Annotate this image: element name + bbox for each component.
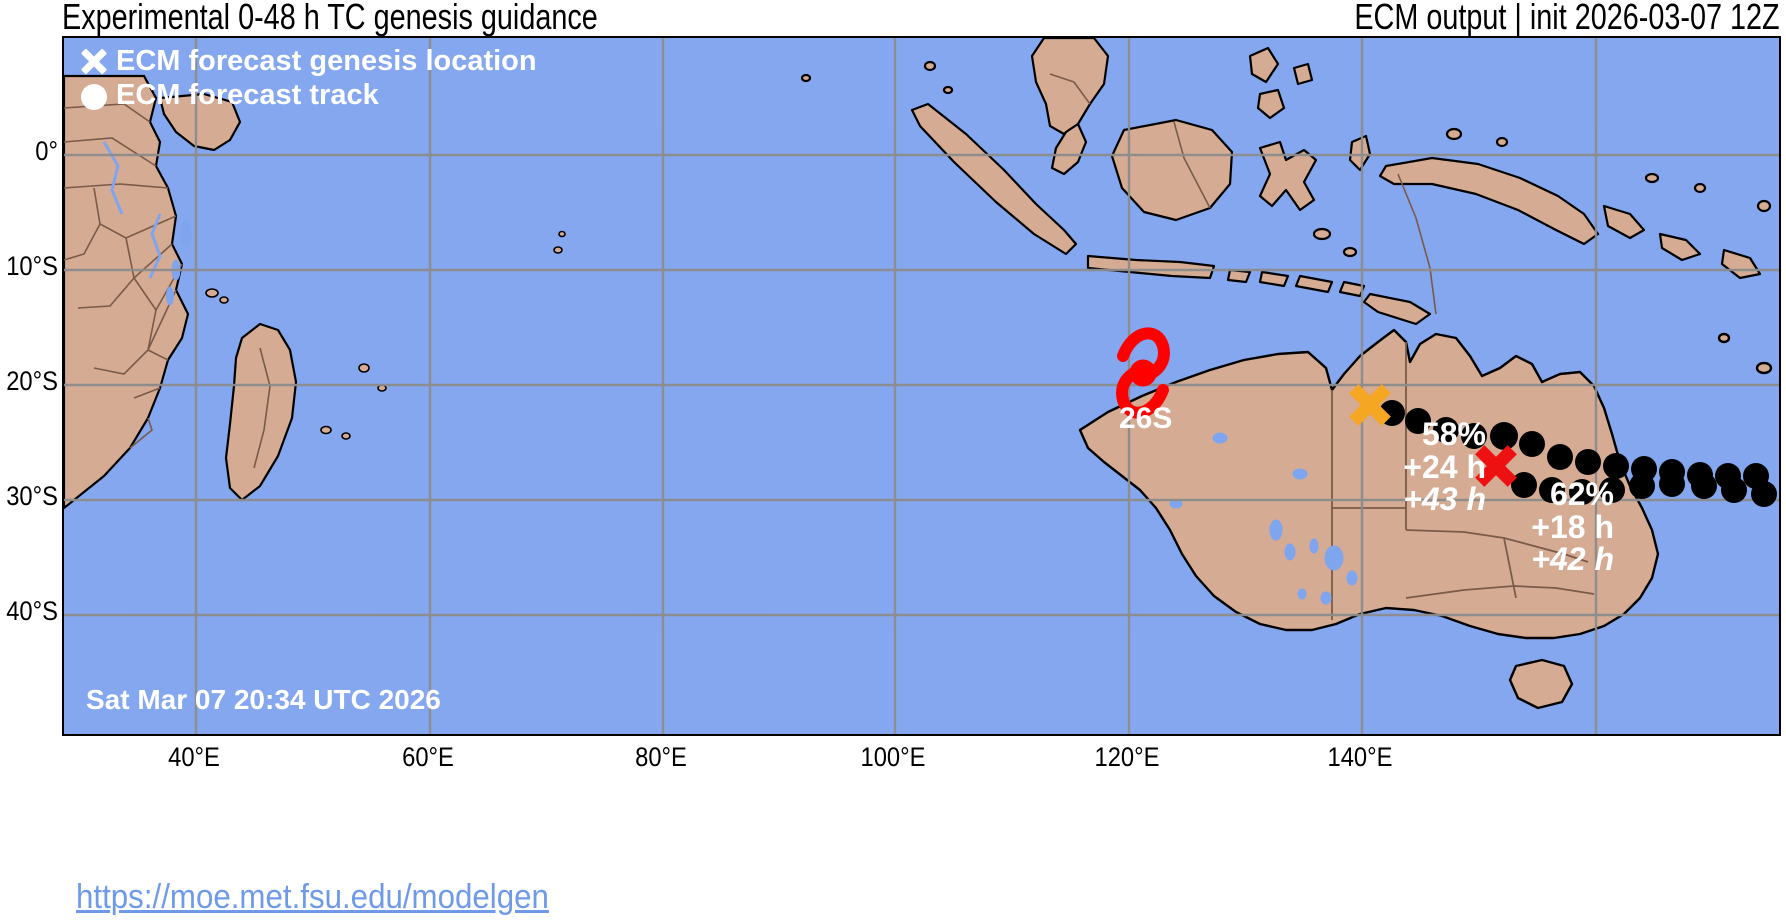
lat-tick-label: 0°	[35, 136, 58, 166]
genesis-probability: 62%	[1549, 476, 1614, 512]
map-panel[interactable]: ECM forecast genesis location ECM foreca…	[62, 36, 1781, 736]
genesis-annotation-red-genesis: 62% +18 h +42 h	[1454, 478, 1614, 576]
legend-label-genesis: ECM forecast genesis location	[116, 44, 537, 77]
legend: ECM forecast genesis location ECM foreca…	[76, 44, 537, 112]
legend-item-track: ECM forecast track	[76, 78, 537, 112]
lon-tick-label: 40°E	[168, 742, 220, 772]
storm-name-label: 26S	[1119, 402, 1173, 435]
dot-marker-icon	[76, 78, 112, 112]
legend-label-track: ECM forecast track	[116, 78, 379, 111]
header: Experimental 0-48 h TC genesis guidance …	[0, 0, 1786, 37]
genesis-first-time: +18 h	[1531, 508, 1614, 545]
lon-tick-label: 60°E	[402, 742, 454, 772]
map-canvas: ECM forecast genesis location ECM foreca…	[64, 38, 1779, 734]
genesis-first-time: +24 h	[1403, 448, 1486, 485]
genesis-probability: 58%	[1421, 416, 1486, 452]
basemap	[64, 38, 1779, 734]
page-title: Experimental 0-48 h TC genesis guidance	[62, 0, 598, 37]
lat-tick-label: 30°S	[6, 481, 59, 511]
source-url-link[interactable]: https://moe.met.fsu.edu/modelgen	[76, 878, 549, 916]
lat-tick-label: 40°S	[6, 596, 59, 626]
legend-item-genesis: ECM forecast genesis location	[76, 44, 537, 78]
lat-tick-label: 20°S	[6, 366, 59, 396]
genesis-last-time: +42 h	[1531, 541, 1614, 578]
lon-tick-label: 140°E	[1327, 742, 1393, 772]
model-init-title: ECM output | init 2026-03-07 12Z	[1354, 0, 1780, 37]
timestamp: Sat Mar 07 20:34 UTC 2026	[86, 684, 441, 715]
lat-tick-label: 10°S	[6, 251, 59, 281]
lon-tick-label: 80°E	[635, 742, 687, 772]
lon-tick-label: 120°E	[1094, 742, 1160, 772]
genesis-annotation-orange-genesis: 58% +24 h +43 h	[1326, 418, 1486, 516]
genesis-last-time: +43 h	[1403, 481, 1486, 518]
lon-tick-label: 100°E	[860, 742, 926, 772]
x-marker-icon	[76, 44, 112, 78]
